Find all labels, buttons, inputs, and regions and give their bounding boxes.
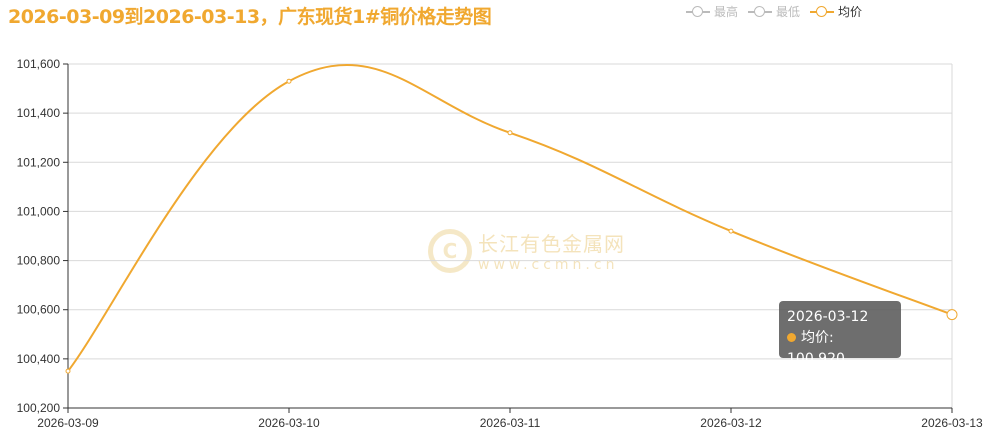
legend-line-circle-icon xyxy=(810,5,835,19)
y-tick-label: 101,600 xyxy=(17,57,61,71)
data-point xyxy=(65,368,71,374)
legend-label: 均价 xyxy=(838,5,863,19)
tooltip-date: 2026-03-12 xyxy=(787,309,869,325)
legend-item-avg[interactable]: 均价 xyxy=(810,3,862,20)
ccmn-logo-icon: C xyxy=(428,228,472,273)
tooltip-series: 均价 xyxy=(801,330,829,346)
legend-line-circle-icon xyxy=(686,5,710,19)
x-tick-label: 2026-03-09 xyxy=(37,416,99,430)
legend-line-circle-icon xyxy=(748,5,773,19)
x-tick-label: 2026-03-12 xyxy=(700,416,762,430)
y-tick-label: 101,200 xyxy=(17,155,61,169)
tooltip: 2026-03-12 均价: 100,920 xyxy=(779,301,901,367)
y-tick-label: 100,200 xyxy=(17,401,61,415)
watermark-name: 长江有色金属网 xyxy=(478,232,625,256)
y-tick-label: 100,400 xyxy=(17,352,61,366)
tooltip-value: 100,920 xyxy=(787,351,845,367)
data-point xyxy=(946,309,958,321)
legend: 最高 最低 均价 xyxy=(686,3,862,20)
series-line-avg xyxy=(67,63,953,372)
watermark: C 长江有色金属网 www.ccmn.cn xyxy=(428,228,625,273)
legend-label: 最低 xyxy=(776,5,801,19)
data-point xyxy=(728,228,734,234)
chart-title: 2026-03-09到2026-03-13，广东现货1#铜价格走势图 xyxy=(8,6,492,28)
y-tick-label: 101,000 xyxy=(17,204,61,218)
y-tick-label: 101,400 xyxy=(17,106,61,120)
series-dot-icon xyxy=(787,333,796,342)
data-point xyxy=(507,130,513,136)
legend-item-low[interactable]: 最低 xyxy=(748,3,800,20)
data-point xyxy=(286,78,292,84)
x-tick-label: 2026-03-10 xyxy=(258,416,320,430)
y-tick-label: 100,600 xyxy=(17,303,61,317)
legend-item-high[interactable]: 最高 xyxy=(686,3,738,20)
x-tick-label: 2026-03-13 xyxy=(921,416,983,430)
x-tick-label: 2026-03-11 xyxy=(480,416,541,430)
y-tick-label: 100,800 xyxy=(17,254,61,268)
legend-label: 最高 xyxy=(714,5,739,19)
